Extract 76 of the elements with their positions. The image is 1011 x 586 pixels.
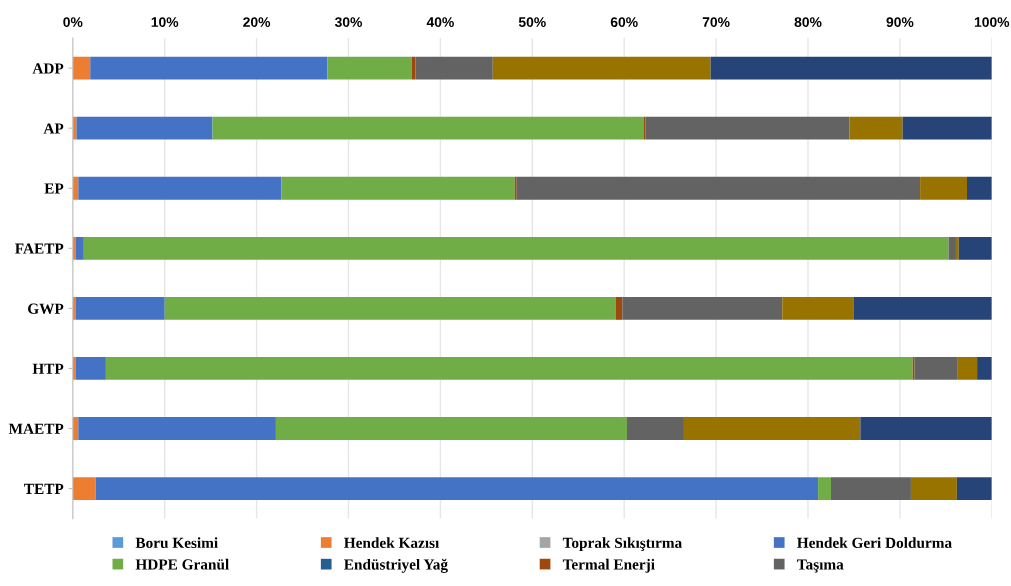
bar [710,56,992,80]
y-tick-label: MAETP [8,423,64,434]
y-tick-label: HTP [32,363,64,374]
x-tick-label: 50% [518,17,546,28]
bar [275,417,627,440]
legend-label: Hendek Geri Doldurma [797,537,952,549]
bar [327,56,412,80]
x-tick-label: 100% [974,17,1010,28]
bar [955,236,959,260]
x-tick-label: 0% [63,17,83,28]
bar [72,357,76,380]
bar [818,477,831,500]
bar [645,116,850,140]
x-tick-label: 10% [151,17,179,28]
y-tick-label: TETP [24,483,64,494]
bar [72,176,79,200]
y-tick-label: GWP [28,303,64,314]
legend-label: Termal Enerji [562,558,655,573]
bar [281,176,515,200]
bar [78,417,276,440]
bar [966,176,992,200]
bar [411,56,416,80]
bar [72,56,91,80]
bar [914,357,958,380]
bar [75,357,106,380]
bar [212,116,644,140]
bar [72,236,76,260]
bar [75,236,84,260]
bar [164,296,616,320]
bar [910,477,957,500]
bar [72,417,79,440]
x-tick-label: 30% [334,17,363,28]
bar [626,417,684,440]
bar [958,236,992,260]
bar [75,296,165,320]
bar [492,56,711,80]
bar [860,417,992,440]
x-tick-label: 80% [794,17,822,28]
bar [95,477,819,500]
y-tick-label: EP [44,183,64,194]
bar [977,357,992,380]
x-tick-label: 90% [886,17,914,28]
bar [853,296,992,320]
bar [76,116,213,140]
bar [622,296,783,320]
bar [920,176,967,200]
bar [849,116,903,140]
x-tick-label: 20% [243,17,271,28]
bar [516,176,921,200]
bar [615,296,623,320]
bar [72,296,76,320]
y-tick-label: AP [43,123,64,134]
y-tick-label: FAETP [15,243,64,254]
legend-label: Endüstriyel Yağ [344,558,448,573]
y-tick-label: ADP [32,63,64,74]
legend-label: Boru Kesimi [135,537,218,549]
bar [956,477,992,500]
legend-label: HDPE Granül [135,558,229,570]
bar [105,357,913,380]
bar [957,357,978,380]
bar [72,477,96,500]
bar [78,176,282,200]
bar [948,236,956,260]
x-tick-label: 60% [610,17,638,28]
bar [90,56,328,80]
bar [415,56,493,80]
legend-label: Toprak Sıkıştırma [562,537,682,552]
bar [83,236,949,260]
x-tick-label: 70% [702,17,730,28]
bar [683,417,861,440]
x-tick-label: 40% [426,17,454,28]
legend-label: Hendek Kazısı [344,537,440,549]
legend-label: Taşıma [797,559,844,573]
bar [902,116,992,140]
bar [830,477,911,500]
bar [782,296,854,320]
